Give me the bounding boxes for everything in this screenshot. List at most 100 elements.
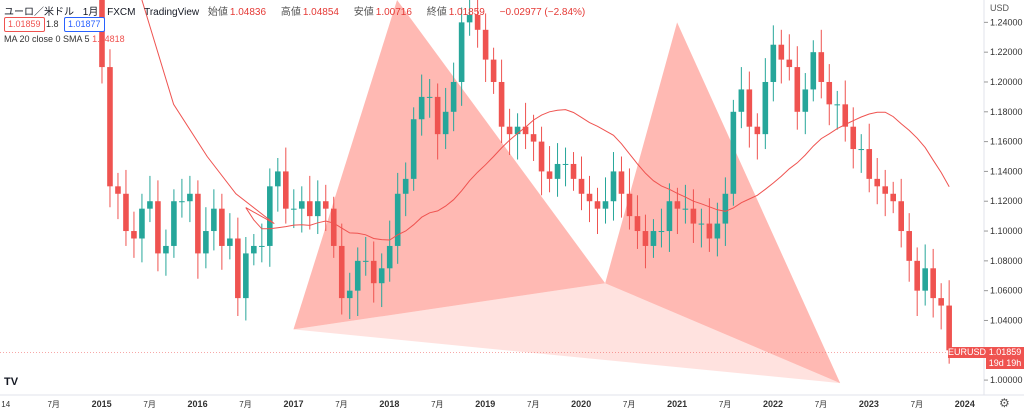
- candle-body: [211, 208, 217, 232]
- candle-body: [682, 208, 689, 210]
- candle-body: [362, 260, 369, 262]
- y-tick-label: 1.00000: [990, 375, 1023, 385]
- candle-body: [394, 193, 401, 246]
- candle-body: [826, 81, 833, 105]
- candle-body: [626, 193, 633, 217]
- candle-body: [426, 96, 433, 98]
- x-tick-label: 7月: [527, 400, 539, 409]
- pattern-base-band: [293, 283, 841, 384]
- y-tick-label: 1.06000: [990, 286, 1023, 296]
- candle-body: [882, 186, 889, 194]
- candle-body: [770, 44, 777, 82]
- candle-body: [402, 178, 409, 194]
- tradingview-logo-icon[interactable]: TV: [4, 376, 19, 388]
- candle-body: [818, 52, 825, 82]
- candle-body: [690, 208, 697, 224]
- candle-body: [858, 149, 865, 151]
- candle-body: [578, 178, 585, 194]
- y-tick-label: 1.08000: [990, 256, 1023, 266]
- candle-body: [594, 201, 601, 209]
- symbol-name[interactable]: ユーロ／米ドル: [4, 7, 74, 18]
- candle-body: [514, 126, 521, 135]
- candle-body: [866, 149, 873, 179]
- high-label: 高値: [280, 7, 301, 18]
- candle-body: [259, 245, 265, 247]
- y-tick-label: 1.16000: [990, 137, 1023, 147]
- y-tick-label: 1.12000: [990, 196, 1023, 206]
- candle-body: [618, 171, 625, 194]
- candle-body: [874, 178, 881, 187]
- candle-body: [674, 201, 681, 209]
- x-tick-label: 7月: [47, 400, 59, 409]
- candle-body: [490, 59, 497, 82]
- candle-body: [730, 111, 737, 194]
- candle-body: [610, 171, 617, 202]
- y-tick-label: 1.18000: [990, 107, 1023, 117]
- candle-body: [538, 141, 545, 172]
- candle-body: [554, 163, 561, 179]
- sell-button[interactable]: 1.01859: [4, 17, 45, 32]
- buy-button[interactable]: 1.01877: [64, 17, 105, 32]
- candle-body: [338, 245, 345, 299]
- candle-body: [890, 193, 897, 202]
- candle-body: [330, 208, 337, 246]
- currency-label[interactable]: USD: [990, 3, 1010, 13]
- candle-body: [458, 22, 465, 82]
- candle-body: [267, 186, 273, 246]
- candle-body: [722, 193, 729, 224]
- price-axis-bg: [984, 0, 1024, 413]
- candle-body: [187, 193, 193, 202]
- legend-header: ユーロ／米ドル 1月 FXCM TradingView 始値 1.04836 高値…: [0, 0, 740, 34]
- y-tick-label: 1.14000: [990, 166, 1023, 176]
- candle-body: [938, 298, 944, 306]
- x-tick-label: 7月: [431, 400, 443, 409]
- candle-body: [418, 96, 425, 120]
- x-tick-label: 2018: [379, 399, 399, 409]
- candle-body: [171, 201, 177, 246]
- x-tick-label: 2015: [92, 399, 112, 409]
- gear-icon[interactable]: ⚙: [999, 396, 1010, 410]
- candle-body: [251, 245, 257, 254]
- x-tick-label: 2024: [955, 399, 975, 409]
- candle-body: [834, 104, 841, 106]
- candle-body: [642, 231, 649, 246]
- candle-body: [850, 126, 857, 150]
- candle-body: [283, 171, 289, 209]
- candle-body: [346, 290, 353, 299]
- candle-body: [434, 96, 441, 135]
- candle-body: [570, 163, 577, 179]
- candle-body: [706, 223, 713, 239]
- ma-indicator-legend[interactable]: MA 20 close 0 SMA 5 1.04818: [4, 34, 125, 44]
- candle-body: [658, 231, 665, 233]
- open-value: 1.04836: [229, 7, 267, 18]
- price-tag-price: 1.01859: [986, 347, 1024, 359]
- candle-body: [802, 89, 809, 112]
- y-tick-label: 1.04000: [990, 315, 1023, 325]
- candle-body: [898, 201, 904, 232]
- candle-body: [778, 44, 785, 60]
- candle-body: [203, 231, 209, 254]
- x-tick-label: 2020: [571, 399, 591, 409]
- x-tick-label: 2023: [859, 399, 879, 409]
- x-tick-label: 7月: [623, 400, 635, 409]
- candle-body: [115, 186, 121, 194]
- candle-body: [650, 231, 657, 246]
- ma-label: MA 20 close 0 SMA 5: [4, 34, 90, 44]
- y-tick-label: 1.20000: [990, 77, 1023, 87]
- x-tick-label: 14: [1, 400, 10, 409]
- source-label: TradingView: [144, 7, 200, 18]
- candle-body: [530, 134, 537, 142]
- candle-body: [930, 268, 936, 299]
- x-tick-label: 7月: [143, 400, 155, 409]
- candle-body: [450, 81, 457, 112]
- price-tag: EURUSD 1.01859 19d 19h: [948, 347, 1024, 370]
- candle-body: [466, 14, 473, 23]
- candle-body: [666, 201, 673, 232]
- interval-label[interactable]: 1月: [82, 7, 99, 18]
- candle-body: [163, 245, 169, 254]
- candle-body: [107, 67, 113, 187]
- candle-body: [99, 0, 105, 68]
- change-value: −0.02977 (−2.84%): [499, 7, 586, 18]
- low-value: 1.00716: [375, 7, 412, 18]
